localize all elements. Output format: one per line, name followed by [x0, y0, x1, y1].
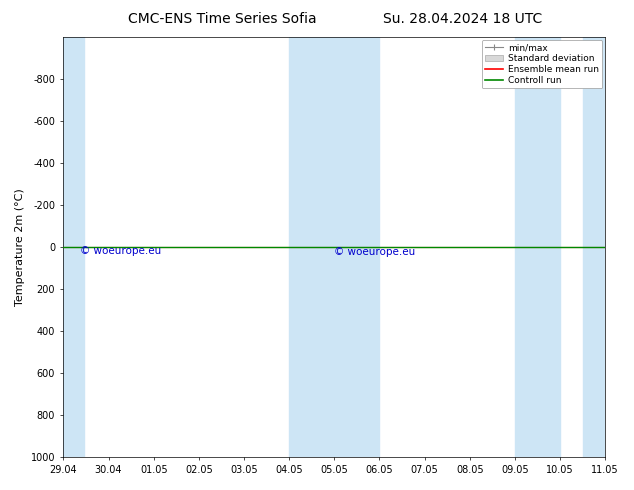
- Y-axis label: Temperature 2m (°C): Temperature 2m (°C): [15, 188, 25, 306]
- Text: © woeurope.eu: © woeurope.eu: [80, 246, 161, 256]
- Text: CMC-ENS Time Series Sofia: CMC-ENS Time Series Sofia: [127, 12, 316, 26]
- Text: © woeurope.eu: © woeurope.eu: [334, 247, 415, 257]
- Bar: [63, 37, 84, 457]
- Bar: [334, 37, 379, 457]
- Bar: [583, 37, 605, 457]
- Legend: min/max, Standard deviation, Ensemble mean run, Controll run: min/max, Standard deviation, Ensemble me…: [482, 40, 602, 88]
- Bar: [515, 37, 560, 457]
- Text: Su. 28.04.2024 18 UTC: Su. 28.04.2024 18 UTC: [383, 12, 543, 26]
- Bar: [289, 37, 334, 457]
